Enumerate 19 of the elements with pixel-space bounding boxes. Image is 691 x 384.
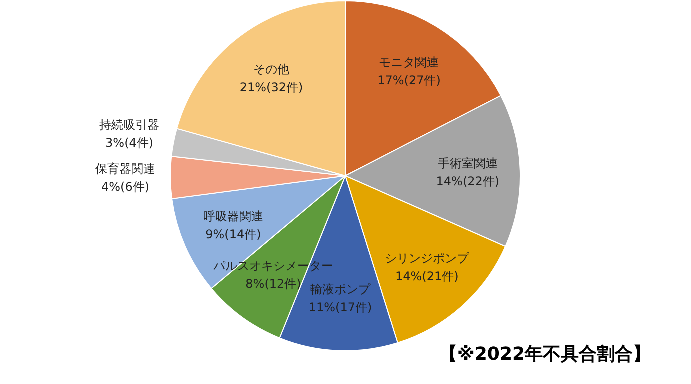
data-label: 21%(32件): [240, 80, 304, 94]
slice-label: パルスオキシメーター: [212, 259, 334, 274]
slice-label: モニタ関連: [379, 55, 440, 70]
slice-label: 手術室関連: [438, 156, 498, 170]
text: 【※2022年不具合割合】: [439, 344, 651, 365]
data-label: 4%(6件): [101, 180, 150, 194]
data-label: 9%(14件): [206, 227, 262, 242]
slice-label: 呼吸器関連: [203, 209, 264, 224]
slice-label: 保育器関連: [96, 162, 156, 176]
data-label: 14%(21件): [396, 269, 459, 284]
data-label: 17%(27件): [378, 73, 441, 88]
slice-label: 輸液ポンプ: [310, 282, 372, 296]
slice-label: シリンジポンプ: [385, 251, 470, 266]
data-label: 8%(12件): [246, 277, 302, 292]
data-label: 3%(4件): [106, 136, 154, 150]
data-label: 14%(22件): [436, 174, 500, 188]
slice-label: 持続吸引器: [100, 118, 160, 132]
slice-label: その他: [254, 62, 290, 76]
data-label: 11%(17件): [308, 300, 372, 314]
